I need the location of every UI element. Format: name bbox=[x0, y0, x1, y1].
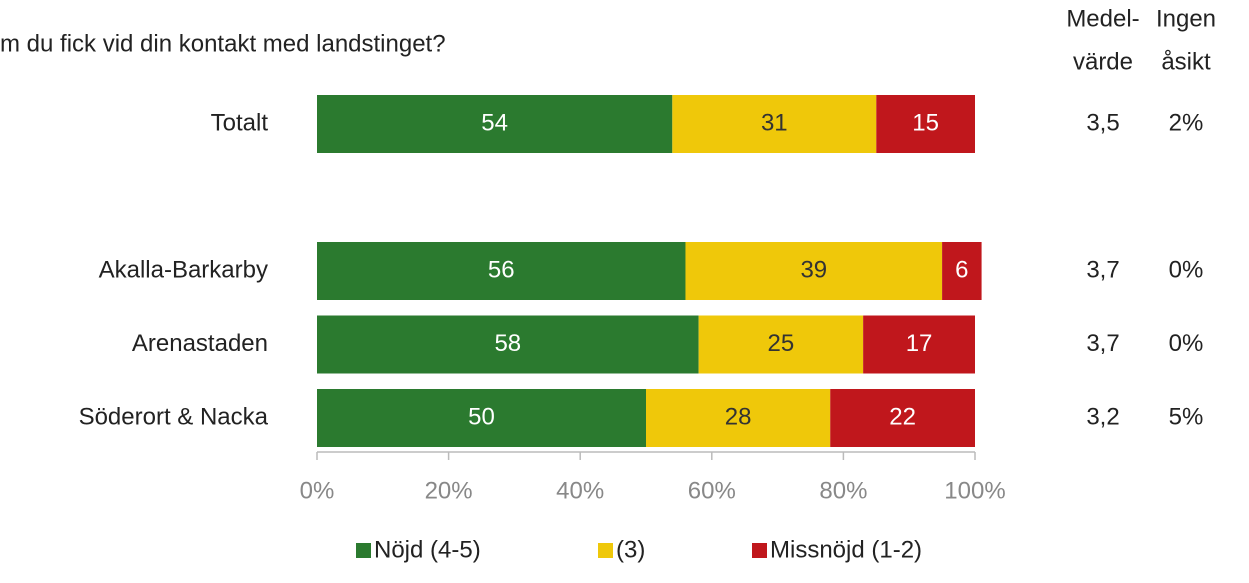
legend-label: Missnöjd (1-2) bbox=[770, 536, 922, 563]
bar-value-label: 17 bbox=[906, 330, 933, 357]
x-tick-label: 40% bbox=[556, 477, 604, 504]
bar-segment bbox=[863, 315, 975, 374]
bar-segment bbox=[685, 242, 943, 300]
bar-segment bbox=[317, 315, 699, 374]
column-value: 0% bbox=[1169, 330, 1204, 357]
column-header: värde bbox=[1073, 48, 1133, 75]
column-header: Ingen bbox=[1156, 5, 1216, 32]
category-label: Arenastaden bbox=[132, 330, 268, 357]
bar-value-label: 6 bbox=[955, 256, 968, 283]
column-value: 3,7 bbox=[1086, 256, 1119, 283]
bar-value-label: 50 bbox=[468, 403, 495, 430]
bar-value-label: 39 bbox=[800, 256, 827, 283]
bar-value-label: 31 bbox=[761, 109, 788, 136]
chart-title: m du fick vid din kontakt med landstinge… bbox=[0, 30, 446, 57]
bar-segment bbox=[876, 95, 975, 153]
x-tick-label: 80% bbox=[819, 477, 867, 504]
category-label: Akalla-Barkarby bbox=[99, 256, 268, 283]
column-value: 3,5 bbox=[1086, 109, 1119, 136]
bar-value-label: 58 bbox=[494, 330, 521, 357]
legend-swatch bbox=[356, 543, 371, 558]
bar-segment bbox=[698, 315, 864, 374]
column-value: 3,7 bbox=[1086, 330, 1119, 357]
legend-label: (3) bbox=[616, 536, 645, 563]
bar-segment bbox=[646, 389, 831, 447]
x-tick-label: 0% bbox=[300, 477, 335, 504]
x-tick-label: 20% bbox=[425, 477, 473, 504]
bar-value-label: 22 bbox=[889, 403, 916, 430]
x-tick-label: 100% bbox=[944, 477, 1005, 504]
bar-segment bbox=[672, 95, 877, 153]
column-header: Medel- bbox=[1066, 5, 1139, 32]
x-tick-label: 60% bbox=[688, 477, 736, 504]
column-value: 0% bbox=[1169, 256, 1204, 283]
column-value: 5% bbox=[1169, 403, 1204, 430]
bar-segment bbox=[942, 242, 982, 300]
legend-swatch bbox=[752, 543, 767, 558]
bar-segment bbox=[317, 389, 646, 447]
legend-label: Nöjd (4-5) bbox=[374, 536, 481, 563]
bar-value-label: 25 bbox=[768, 330, 795, 357]
bar-value-label: 56 bbox=[488, 256, 515, 283]
bar-segment bbox=[317, 95, 673, 153]
bar-value-label: 28 bbox=[725, 403, 752, 430]
category-label: Totalt bbox=[211, 109, 269, 136]
category-label: Söderort & Nacka bbox=[79, 403, 269, 430]
bar-segment bbox=[317, 242, 686, 300]
column-header: åsikt bbox=[1161, 48, 1211, 75]
bar-value-label: 54 bbox=[481, 109, 508, 136]
column-value: 2% bbox=[1169, 109, 1204, 136]
bar-value-label: 15 bbox=[912, 109, 939, 136]
bar-segment bbox=[830, 389, 975, 447]
legend-swatch bbox=[598, 543, 613, 558]
column-value: 3,2 bbox=[1086, 403, 1119, 430]
